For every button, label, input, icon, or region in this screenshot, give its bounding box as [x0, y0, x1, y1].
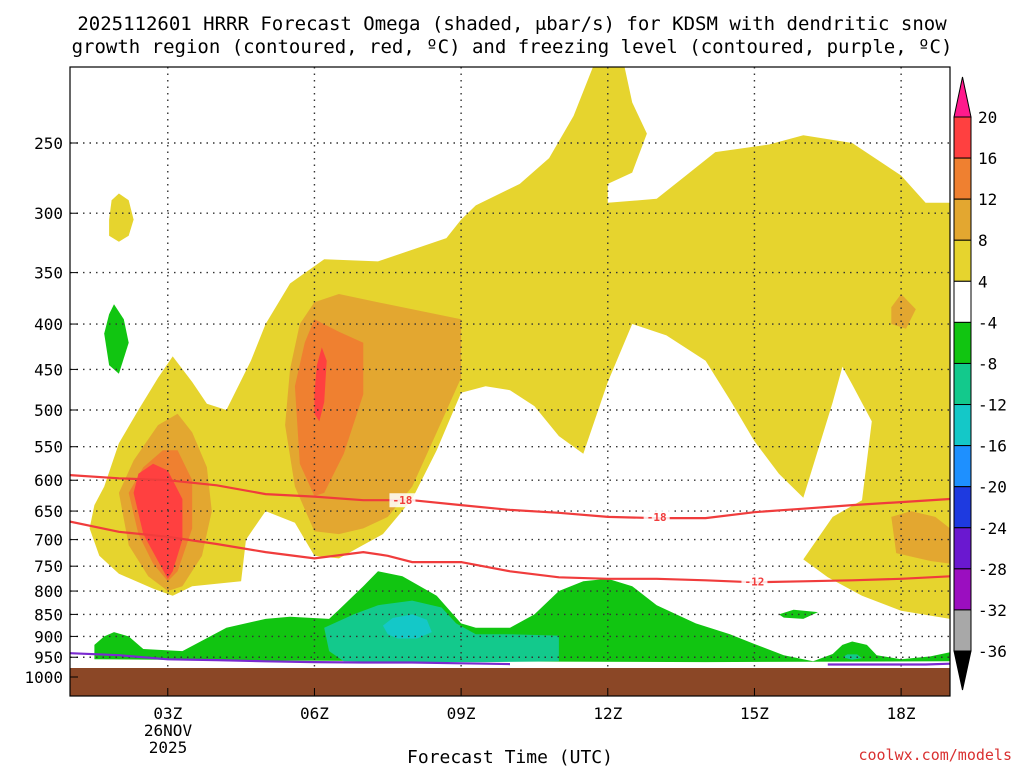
- time-axis: 03Z 06Z 09Z 12Z 15Z 18Z: [153, 688, 916, 723]
- plot-frame: [69, 66, 951, 697]
- colorbar-label-0: 20: [978, 108, 997, 127]
- contour-label-0-1: -18: [647, 511, 667, 524]
- colorbar-bottom-triangle: [953, 650, 972, 691]
- colorbar-label-5: -4: [978, 313, 997, 332]
- y-tick-label-12: 850: [34, 605, 63, 624]
- y-tick-label-15: 1000: [24, 668, 63, 687]
- colorbar-label-13: -36: [978, 642, 1007, 661]
- y-tick-label-14: 950: [34, 648, 63, 667]
- contour-label-1-0: -12: [745, 575, 765, 588]
- x-tick-label-2: 09Z: [447, 704, 476, 723]
- y-tick-label-3: 400: [34, 315, 63, 334]
- contour-lines: -18 -18 -12: [70, 474, 950, 666]
- colorbar-swatch-5: [953, 321, 972, 364]
- y-tick-label-4: 450: [34, 360, 63, 379]
- y-tick-label-2: 350: [34, 264, 63, 283]
- colorbar-label-9: -20: [978, 478, 1007, 497]
- colorbar-swatch-0: [953, 116, 972, 159]
- colorbar-label-1: 16: [978, 149, 997, 168]
- colorbar-swatch-9: [953, 486, 972, 529]
- colorbar-label-4: 4: [978, 272, 988, 291]
- x-axis-label: Forecast Time (UTC): [407, 747, 613, 768]
- contour-label-bg-0-0: [389, 493, 416, 508]
- x-tick-label-3: 12Z: [593, 704, 622, 723]
- y-tick-label-13: 900: [34, 627, 63, 646]
- omega-region-4-1: [94, 571, 950, 663]
- omega-region-5-1: [842, 654, 862, 660]
- omega-region-0-1: [109, 193, 134, 242]
- colorbar-top-triangle: [953, 76, 972, 118]
- colorbar-swatch-6: [953, 362, 972, 406]
- x-tick-label-1: 06Z: [300, 704, 329, 723]
- colorbar-swatch-3: [953, 239, 972, 282]
- colorbar-label-12: -32: [978, 601, 1007, 620]
- colorbar-swatch-12: [953, 609, 972, 652]
- colorbar-label-10: -24: [978, 519, 1007, 538]
- colorbar-swatch-4: [953, 280, 972, 323]
- y-tick-label-11: 800: [34, 582, 63, 601]
- omega-region-6-0: [382, 614, 432, 639]
- y-tick-label-1: 300: [34, 204, 63, 223]
- colorbar-label-11: -28: [978, 560, 1007, 579]
- y-tick-label-5: 500: [34, 401, 63, 420]
- contour-label-0-0: -18: [393, 494, 413, 507]
- omega-region-1-2: [891, 294, 916, 329]
- x-tick-label-4: 15Z: [740, 704, 769, 723]
- plot-area: -18 -18 -12: [70, 67, 950, 696]
- omega-region-4-0: [104, 304, 129, 374]
- contour-label-bg-0-1: [643, 509, 670, 524]
- colorbar-label-3: 8: [978, 231, 988, 250]
- x-tick-label-5: 18Z: [887, 704, 916, 723]
- y-tick-label-9: 700: [34, 531, 63, 550]
- date-label: 26NOV 2025: [144, 721, 193, 757]
- freezing-level-contour-0: [70, 652, 511, 666]
- colorbar-label-2: 12: [978, 190, 997, 209]
- colorbar-label-7: -12: [978, 396, 1007, 415]
- omega-region-2-1: [294, 319, 364, 496]
- colorbar-swatch-1: [953, 157, 972, 200]
- contour-label-bg-1-0: [741, 574, 768, 589]
- watermark: coolwx.com/models: [858, 746, 1012, 764]
- colorbar-label-6: -8: [978, 354, 997, 373]
- freezing-level-contour-1: [827, 662, 950, 666]
- colorbar-swatch-7: [953, 404, 972, 447]
- colorbar: 20 16 12 8 4 -4 -8 -12 -16 -20 -24 -28 -32 -36: [953, 76, 1007, 691]
- date-label-line-2: 2025: [149, 738, 188, 757]
- dendritic-contour-0: [70, 474, 950, 520]
- omega-region-3-0: [133, 463, 183, 579]
- colorbar-label-8: -16: [978, 437, 1007, 456]
- title-line-2: growth region (contoured, red, ºC) and f…: [72, 36, 953, 58]
- y-tick-label-8: 650: [34, 502, 63, 521]
- omega-region-5-0: [324, 600, 559, 663]
- omega-region-3-1: [314, 347, 327, 422]
- chart-title: 2025112601 HRRR Forecast Omega (shaded, …: [72, 13, 953, 58]
- title-line-1: 2025112601 HRRR Forecast Omega (shaded, …: [77, 13, 947, 35]
- colorbar-swatch-11: [953, 568, 972, 611]
- y-tick-label-6: 550: [34, 438, 63, 457]
- omega-region-1-3: [891, 511, 950, 564]
- date-label-line-1: 26NOV: [144, 721, 193, 740]
- dendritic-contour-1: [70, 520, 950, 584]
- gridlines: [70, 67, 950, 696]
- y-tick-label-0: 250: [34, 134, 63, 153]
- colorbar-swatch-8: [953, 445, 972, 488]
- colorbar-swatch-2: [953, 198, 972, 241]
- ground-below-surface: [70, 668, 950, 696]
- y-tick-label-7: 600: [34, 471, 63, 490]
- pressure-axis: 250 300 350 400 450 500 550 600 650 700 750 800 850 9…: [24, 134, 78, 687]
- x-tick-label-0: 03Z: [153, 704, 182, 723]
- colorbar-swatch-10: [953, 527, 972, 570]
- y-tick-label-10: 750: [34, 557, 63, 576]
